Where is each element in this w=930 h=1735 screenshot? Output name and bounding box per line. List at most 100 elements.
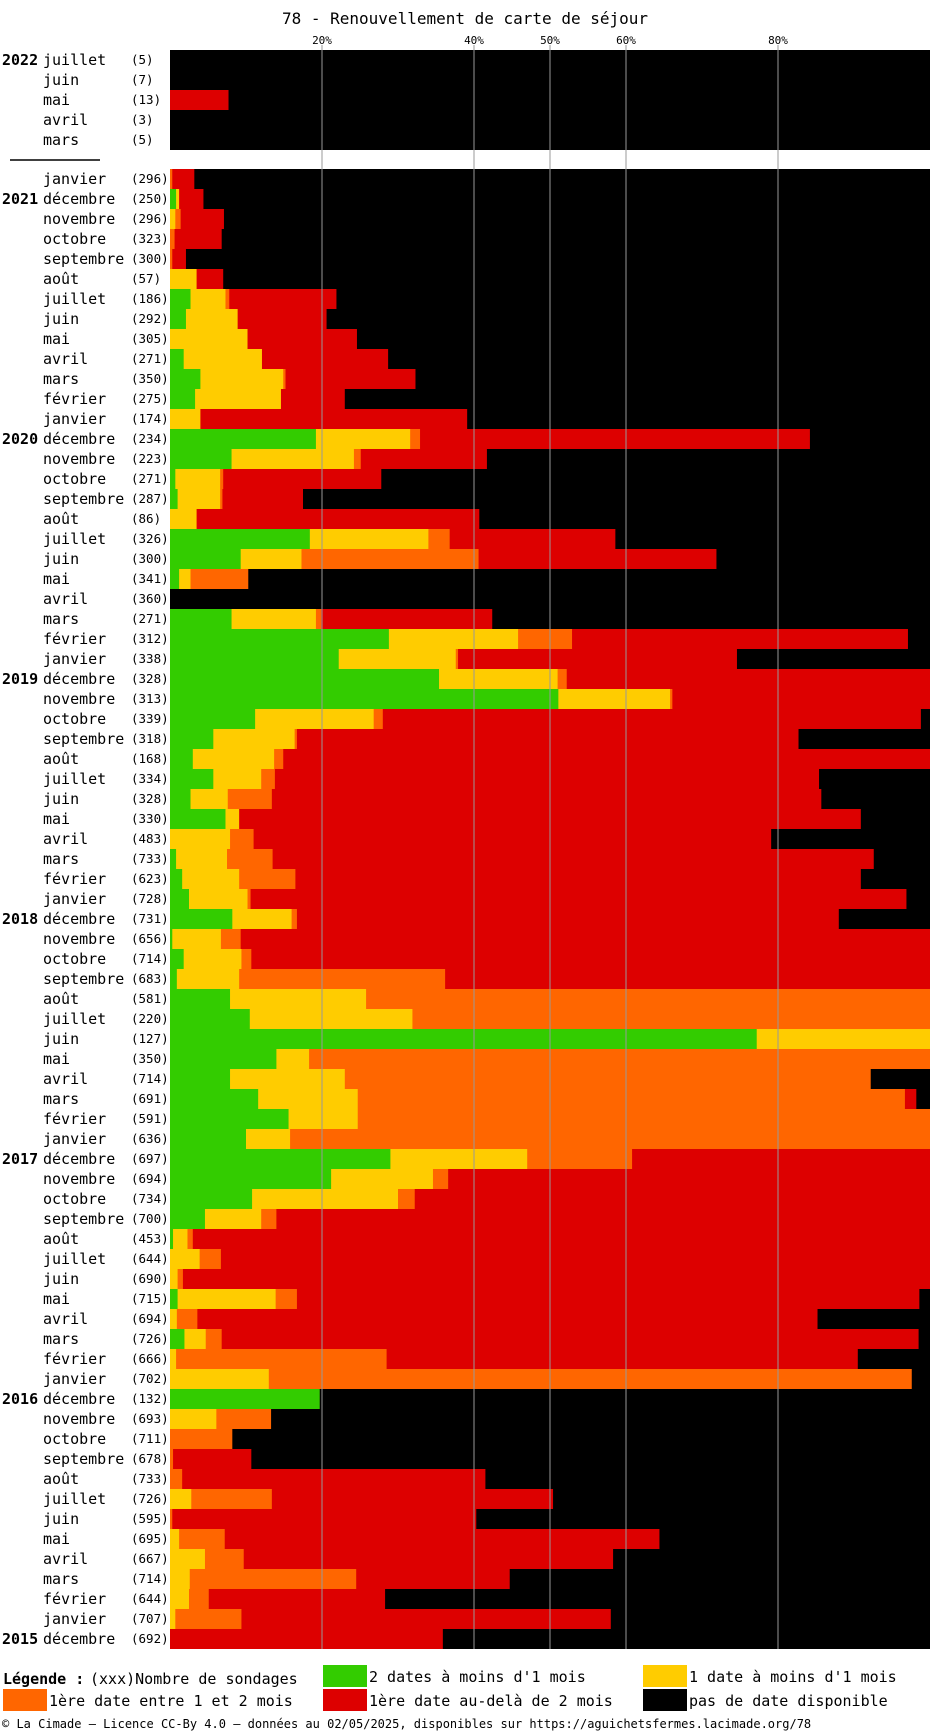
bar-segment-green <box>170 189 177 209</box>
count-label: (692) <box>131 1631 169 1646</box>
bar-segment-yellow <box>246 1129 291 1149</box>
bar-segment-green <box>170 569 180 589</box>
month-label: septembre <box>43 970 124 988</box>
bar-segment-green <box>170 889 190 909</box>
bar-segment-yellow <box>439 669 558 689</box>
bar-segment-red <box>280 389 346 409</box>
bar-segment-red <box>237 309 327 329</box>
year-label: 2022 <box>2 51 38 69</box>
bar-segment-green <box>170 1329 185 1349</box>
bar-segment-yellow <box>170 1349 177 1369</box>
bar-segment-green <box>170 649 340 669</box>
month-label: janvier <box>43 1130 106 1148</box>
bar-segment-red <box>170 90 229 110</box>
bar-segment-orange <box>227 849 273 869</box>
bar-segment-red <box>458 649 738 669</box>
count-label: (5) <box>131 52 154 67</box>
bar-segment-yellow <box>190 789 229 809</box>
bar-segment-black <box>492 609 930 629</box>
bar-segment-green <box>170 1169 332 1189</box>
count-label: (5) <box>131 132 154 147</box>
month-label: juin <box>43 1270 79 1288</box>
bar-segment-yellow <box>184 1329 207 1349</box>
bar-segment-black <box>223 209 930 229</box>
x-tick-label: 50% <box>540 34 560 47</box>
count-label: (644) <box>131 1591 169 1606</box>
bar-segment-yellow <box>170 829 231 849</box>
bar-segment-orange <box>205 1329 223 1349</box>
bar-segment-red <box>386 1349 859 1369</box>
bar-segment-orange <box>170 1429 233 1449</box>
month-label: août <box>43 990 79 1008</box>
bar-segment-red <box>221 1329 919 1349</box>
bar-segment-orange <box>239 969 446 989</box>
bar-segment-black <box>251 1449 930 1469</box>
bar-segment-green <box>170 729 214 749</box>
bar-segment-yellow <box>204 1209 262 1229</box>
bar-segment-red <box>172 1509 477 1529</box>
bar-segment-green <box>170 1389 321 1409</box>
bar-segment-red <box>274 769 820 789</box>
month-label: février <box>43 1350 106 1368</box>
count-label: (678) <box>131 1451 169 1466</box>
year-label: 2021 <box>2 190 38 208</box>
count-label: (690) <box>131 1271 169 1286</box>
month-label: novembre <box>43 690 115 708</box>
count-label: (250) <box>131 191 169 206</box>
bar-segment-black <box>920 709 930 729</box>
month-label: octobre <box>43 1430 106 1448</box>
bar-segment-red <box>182 1469 486 1489</box>
bar-segment-green <box>170 1209 206 1229</box>
count-label: (693) <box>131 1411 169 1426</box>
bar-segment-yellow <box>231 609 317 629</box>
bar-segment-black <box>356 329 930 349</box>
bar-segment-green <box>170 709 256 729</box>
bar-segment-yellow <box>176 189 180 209</box>
bar-segment-red <box>321 609 493 629</box>
bar-segment-black <box>185 249 930 269</box>
count-label: (271) <box>131 351 169 366</box>
bar-segment-orange <box>220 489 223 509</box>
month-label: avril <box>43 1070 88 1088</box>
bar-segment-green <box>170 1229 174 1249</box>
bar-segment-yellow <box>195 389 282 409</box>
count-label: (326) <box>131 531 169 546</box>
bar-segment-green <box>170 989 231 1009</box>
bar-segment-black <box>442 1629 930 1649</box>
month-label: octobre <box>43 230 106 248</box>
count-label: (733) <box>131 1471 169 1486</box>
bar-segment-yellow <box>558 689 671 709</box>
bar-segment-red <box>220 1249 930 1269</box>
bar-segment-orange <box>204 1549 245 1569</box>
bar-segment-orange <box>175 209 182 229</box>
bar-segment-black <box>467 409 930 429</box>
legend-label: 2 dates à moins d'1 mois <box>369 1668 586 1686</box>
count-label: (318) <box>131 731 169 746</box>
bar-segment-orange <box>268 1369 913 1389</box>
bar-segment-red <box>478 549 717 569</box>
bar-segment-green <box>170 1049 277 1069</box>
bar-segment-black <box>860 869 930 889</box>
count-label: (726) <box>131 1491 169 1506</box>
bar-segment-orange <box>179 1529 226 1549</box>
bar-segment-black <box>553 1489 930 1509</box>
bar-segment-yellow <box>170 1269 178 1289</box>
bar-segment-black <box>485 1469 930 1489</box>
bar-segment-red <box>247 329 358 349</box>
legend-swatch <box>643 1665 687 1687</box>
count-label: (667) <box>131 1551 169 1566</box>
footer-credits: © La Cimade — Licence CC-By 4.0 — donnée… <box>2 1717 812 1731</box>
bar-segment-black <box>271 1409 930 1429</box>
bar-segment-yellow <box>170 1549 206 1569</box>
bar-segment-orange <box>170 169 173 189</box>
bar-segment-orange <box>398 1189 416 1209</box>
count-label: (483) <box>131 831 169 846</box>
bar-segment-green <box>170 949 185 969</box>
bar-segment-green <box>170 309 187 329</box>
count-label: (292) <box>131 311 169 326</box>
bar-segment-orange <box>290 1129 930 1149</box>
bar-segment-red <box>632 1149 930 1169</box>
bar-segment-yellow <box>170 409 201 429</box>
bar-segment-red <box>572 629 909 649</box>
bar-segment-yellow <box>170 1609 176 1629</box>
